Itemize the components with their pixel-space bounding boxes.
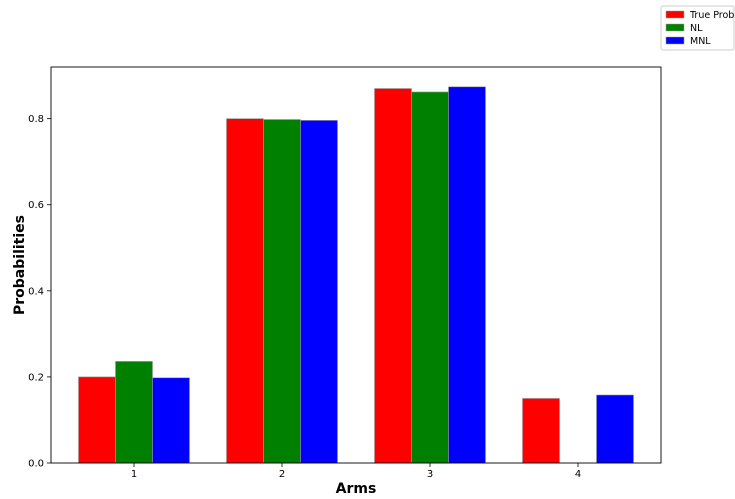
bar-true-prob-arm-2	[226, 118, 264, 464]
bar-mnl-arm-2	[300, 120, 338, 464]
legend-label-mnl: MNL	[690, 36, 711, 47]
bar-nl-arm-2	[263, 119, 301, 464]
x-tick-label: 2	[279, 469, 285, 480]
bar-true-prob-arm-4	[522, 398, 560, 464]
bar-true-prob-arm-1	[78, 376, 116, 464]
bar-true-prob-arm-3	[374, 88, 412, 464]
y-tick-label: 0.6	[28, 200, 44, 211]
bars-layer	[78, 86, 634, 464]
y-tick-label: 0.2	[28, 372, 44, 383]
legend: True Prob NL MNL	[660, 5, 735, 51]
legend-swatch-true-prob	[665, 10, 685, 19]
y-tick-label: 0.4	[28, 286, 44, 297]
y-tick-label: 0.8	[28, 114, 44, 125]
x-tick-label: 4	[575, 469, 581, 480]
plot-area-frame	[50, 66, 662, 464]
bar-mnl-arm-4	[596, 394, 634, 464]
legend-label-nl: NL	[690, 23, 703, 34]
bar-nl-arm-1	[115, 361, 153, 464]
bar-mnl-arm-3	[448, 86, 486, 464]
x-axis-label: Arms	[336, 481, 377, 497]
y-tick-label: 0.0	[28, 459, 44, 470]
y-axis-label: Probabilities	[12, 215, 28, 315]
x-tick-label: 1	[131, 469, 137, 480]
legend-swatch-nl	[665, 23, 685, 32]
axis-ticks: 0.0 0.2 0.4 0.6 0.8 1 2 3 4	[28, 114, 581, 480]
x-tick-label: 3	[427, 469, 433, 480]
bar-mnl-arm-1	[152, 377, 190, 464]
legend-swatch-mnl	[665, 36, 685, 45]
bar-nl-arm-3	[411, 91, 449, 464]
legend-label-true-prob: True Prob	[689, 10, 734, 21]
